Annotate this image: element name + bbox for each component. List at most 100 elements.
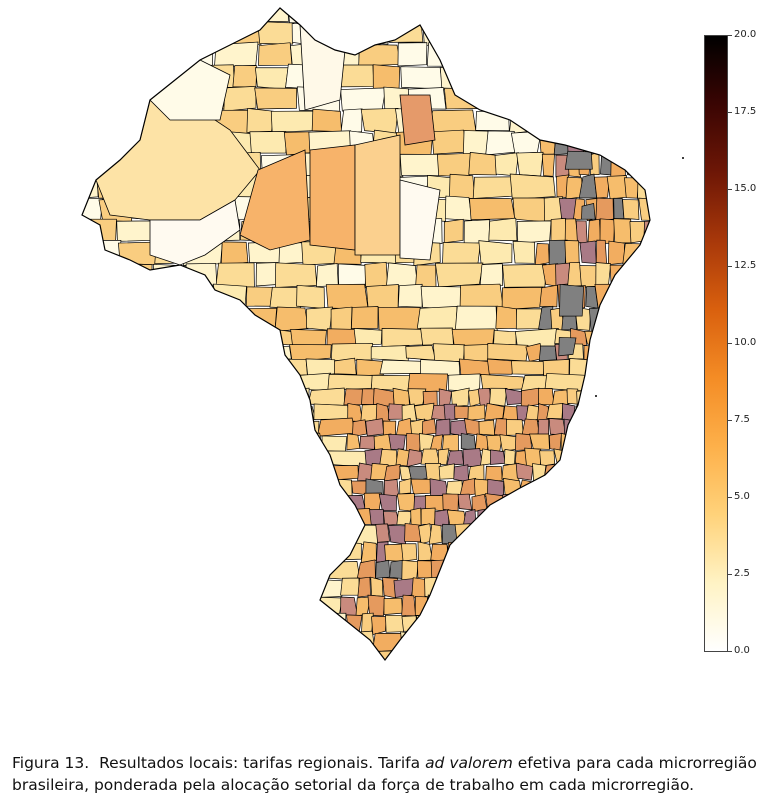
microregion bbox=[399, 153, 440, 176]
microregion bbox=[352, 419, 368, 438]
microregion bbox=[434, 509, 450, 527]
microregion bbox=[287, 372, 332, 391]
microregion bbox=[261, 374, 290, 392]
microregion bbox=[675, 21, 700, 45]
figure-caption: Figura 13. Resultados locais: tarifas re… bbox=[12, 752, 782, 796]
microregion bbox=[573, 560, 592, 581]
microregion bbox=[558, 337, 577, 357]
microregion bbox=[532, 479, 547, 496]
microregion bbox=[654, 306, 665, 331]
caption-text-before: Resultados locais: tarifas regionais. Ta… bbox=[99, 754, 426, 772]
microregion bbox=[178, 558, 203, 582]
microregion bbox=[386, 262, 419, 287]
microregion bbox=[140, 594, 169, 615]
microregion bbox=[486, 358, 516, 375]
microregion bbox=[550, 492, 571, 513]
microregion bbox=[580, 523, 613, 544]
microregion bbox=[492, 649, 534, 660]
microregion bbox=[121, 615, 161, 635]
microregion bbox=[503, 44, 535, 68]
microregion bbox=[110, 417, 141, 436]
microregion bbox=[389, 559, 404, 579]
microregion bbox=[363, 492, 382, 511]
microregion bbox=[84, 218, 117, 244]
microregion bbox=[651, 578, 682, 598]
microregion bbox=[280, 668, 321, 670]
microregion bbox=[695, 175, 700, 197]
microregion bbox=[625, 152, 641, 179]
microregion bbox=[232, 373, 263, 391]
microregion bbox=[157, 464, 184, 482]
microregion bbox=[573, 42, 614, 68]
microregion bbox=[640, 151, 650, 178]
microregion bbox=[82, 283, 84, 310]
microregion bbox=[156, 306, 179, 332]
microregion bbox=[247, 464, 292, 483]
microregion bbox=[453, 464, 469, 483]
microregion bbox=[515, 462, 534, 481]
microregion bbox=[268, 631, 313, 653]
microregion bbox=[237, 576, 273, 598]
microregion bbox=[141, 8, 180, 24]
microregion bbox=[541, 509, 553, 524]
microregion bbox=[694, 478, 700, 496]
microregion bbox=[152, 478, 193, 497]
microregion bbox=[466, 667, 491, 670]
microregion bbox=[91, 668, 123, 670]
microregion bbox=[533, 559, 548, 582]
microregion bbox=[613, 343, 634, 361]
microregion bbox=[429, 478, 449, 497]
microregion bbox=[607, 240, 626, 266]
microregion bbox=[167, 508, 193, 528]
microregion bbox=[596, 343, 618, 362]
microregion bbox=[555, 262, 571, 287]
microregion bbox=[511, 360, 545, 375]
microregion bbox=[379, 449, 398, 467]
microregion bbox=[82, 542, 85, 563]
microregion bbox=[84, 283, 129, 310]
microregion bbox=[198, 374, 236, 392]
microregion bbox=[538, 612, 553, 632]
microregion bbox=[101, 388, 125, 407]
microregion bbox=[189, 389, 221, 406]
microregion bbox=[330, 342, 373, 362]
microregion bbox=[675, 220, 694, 243]
microregion bbox=[428, 109, 477, 134]
microregion bbox=[443, 87, 488, 110]
microregion bbox=[430, 559, 448, 581]
microregion bbox=[513, 8, 538, 25]
microregion bbox=[405, 344, 437, 361]
microregion bbox=[82, 540, 111, 563]
microregion bbox=[245, 596, 282, 617]
microregion bbox=[361, 388, 375, 406]
microregion bbox=[89, 403, 134, 421]
microregion bbox=[194, 542, 238, 562]
microregion bbox=[458, 560, 470, 582]
microregion bbox=[659, 218, 676, 243]
microregion bbox=[461, 540, 479, 563]
microregion bbox=[569, 357, 614, 377]
microregion bbox=[220, 241, 249, 266]
microregion bbox=[60, 241, 81, 265]
microregion bbox=[378, 493, 397, 512]
island-markers bbox=[595, 157, 684, 397]
microregion bbox=[83, 525, 128, 545]
microregion bbox=[364, 261, 389, 289]
microregion bbox=[451, 387, 470, 407]
microregion bbox=[503, 448, 516, 466]
microregion bbox=[244, 8, 289, 23]
microregion bbox=[492, 595, 513, 618]
microregion bbox=[360, 404, 378, 423]
microregion bbox=[388, 433, 406, 451]
microregion bbox=[229, 648, 264, 660]
microregion bbox=[93, 345, 137, 361]
microregion bbox=[515, 66, 555, 89]
microregion bbox=[83, 419, 115, 436]
microregion bbox=[678, 153, 695, 176]
microregion bbox=[586, 373, 623, 390]
microregion bbox=[634, 449, 650, 466]
microregion bbox=[470, 650, 496, 660]
microregion bbox=[613, 284, 630, 309]
microregion bbox=[623, 494, 650, 510]
microregion bbox=[619, 648, 647, 660]
